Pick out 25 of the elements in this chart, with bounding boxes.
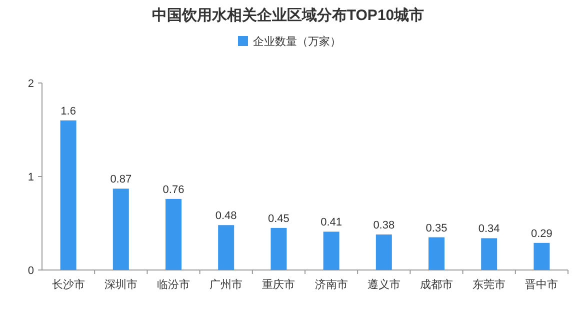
- x-tick-label: 临汾市: [157, 278, 190, 291]
- x-tick-label: 遵义市: [367, 278, 400, 291]
- data-label: 0.41: [320, 216, 342, 229]
- y-tick-label: 1: [28, 172, 34, 184]
- chart-title: 中国饮用水相关企业区域分布TOP10城市: [152, 6, 424, 24]
- x-tick-label: 济南市: [314, 278, 348, 291]
- x-tick-label: 广州市: [210, 278, 243, 291]
- data-label: 1.6: [60, 105, 76, 118]
- data-label: 0.45: [268, 212, 290, 225]
- x-tick-label: 深圳市: [104, 278, 138, 291]
- data-label: 0.48: [215, 210, 237, 222]
- y-tick-label: 0: [28, 265, 34, 277]
- x-tick-label: 成都市: [420, 278, 453, 291]
- data-label: 0.34: [478, 223, 500, 236]
- data-label: 0.29: [530, 228, 552, 240]
- data-label: 0.87: [110, 174, 132, 186]
- legend-label: 企业数量（万家）: [253, 35, 341, 48]
- y-tick-label: 2: [28, 78, 34, 90]
- data-label: 0.76: [162, 184, 184, 196]
- x-tick-label: 长沙市: [52, 278, 85, 291]
- x-tick-label: 晋中市: [525, 278, 558, 291]
- x-tick-label: 东莞市: [472, 278, 506, 291]
- x-tick-label: 重庆市: [262, 278, 296, 291]
- data-label: 0.35: [426, 222, 448, 234]
- data-label: 0.38: [373, 219, 395, 232]
